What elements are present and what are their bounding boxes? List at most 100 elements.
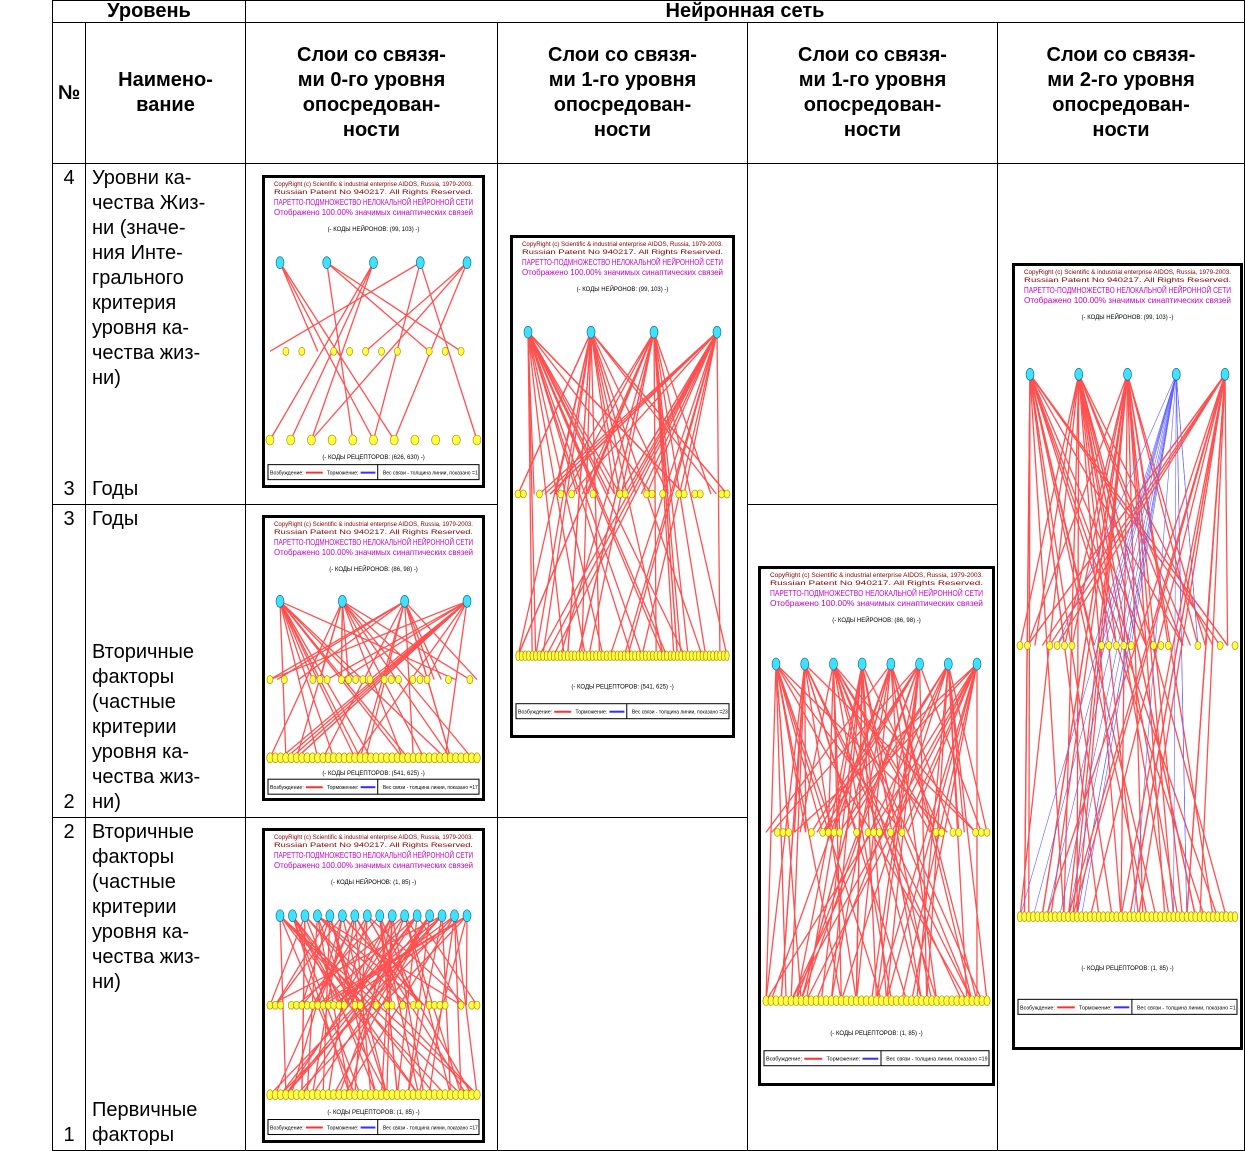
diagram-svg: CopyRight (c) Scientific & industrial en… [262,515,485,801]
receptor [557,489,565,499]
link [1056,374,1177,646]
patent: Russian Patent No 940217. All Rights Res… [770,581,984,587]
diagram-svg: CopyRight (c) Scientific & industrial en… [262,175,485,488]
link [683,332,718,495]
link [326,262,430,352]
link [1078,374,1214,646]
link [326,262,462,352]
link [404,601,414,758]
receptor [830,828,838,837]
name-top: Уровни ка- чества Жиз- ни (значе- ния Ин… [92,167,206,389]
header-column: Слои со связя- ми 2-го уровня опосредова… [997,22,1245,164]
receptor [277,1000,284,1010]
link [290,600,468,759]
link [1029,374,1095,646]
link [444,601,468,758]
link [624,331,718,495]
link [1026,373,1226,646]
neuron [437,909,447,923]
link [269,915,443,1006]
copyright: CopyRight (c) Scientific & industrial en… [1024,270,1231,276]
receptor [457,1000,465,1010]
link [1019,374,1177,917]
neuron [1220,368,1230,381]
link [279,262,319,352]
receptor [864,828,872,837]
neuron [1171,368,1181,381]
receptor [286,434,296,446]
diagram-subtitle: Отображено 100.00% значимых синаптически… [1024,296,1231,305]
legend-inhibition: Торможение: [327,785,359,791]
receptor [659,489,666,499]
number-top: 4 [63,167,75,189]
receptor [415,1000,422,1010]
receptor [983,828,991,837]
receptor [1194,641,1202,650]
neuron [857,657,867,671]
link [1101,374,1177,646]
link [1056,374,1226,646]
receptor [346,347,353,356]
link [296,915,406,1006]
receptor [1232,911,1238,922]
receptor [423,675,431,684]
link [326,600,468,681]
link [1078,374,1192,646]
legend-weight: Вес связи - толщина линии, показано =19 [886,1057,987,1063]
receptor [724,650,730,662]
link [310,262,468,441]
legend-excitation: Возбуждение: [270,471,304,477]
receptor [836,828,843,837]
link [298,600,406,681]
diagram: CopyRight (c) Scientific & industrial en… [510,235,735,738]
receptor [1105,641,1113,650]
neuron [800,657,810,671]
link [527,332,537,656]
receptor [327,434,337,446]
receptor [338,675,345,684]
link [804,663,963,1002]
neuron [586,325,596,339]
link [301,915,331,1006]
diagram-svg: CopyRight (c) Scientific & industrial en… [1012,263,1243,1050]
link [1078,374,1118,646]
link [590,331,717,495]
receptor [341,1000,348,1010]
name-bottom: Вторичные факторы (частные критерии уров… [92,641,201,813]
link [901,663,978,833]
receptor [280,675,288,684]
link [830,663,863,1001]
receptor [445,675,452,684]
link [1199,374,1226,917]
link [640,331,718,495]
link [1071,374,1129,646]
link [800,663,921,1001]
legend-excitation: Возбуждение: [518,710,552,716]
link [861,663,933,1001]
neuron [338,595,347,608]
neuron [412,909,422,923]
link [840,663,949,1001]
link [581,331,655,495]
link [947,663,988,833]
link [279,262,395,441]
link [1034,374,1080,646]
header-name: Наимено- вание [85,22,246,164]
link [280,915,418,1096]
receptor [380,675,388,684]
link [1224,374,1229,646]
neuron [369,256,378,269]
neuron [362,909,372,923]
receptor [898,828,906,837]
receptor [472,434,482,446]
neuron [400,595,409,608]
legend-excitation: Возбуждение: [270,785,304,791]
receptor [473,1089,481,1100]
link [839,663,949,833]
receptor [1016,641,1024,650]
legend-weight: Вес связи - толщина линии, показано =17 [383,785,478,791]
cell [497,817,748,1151]
neuron [462,595,472,608]
link [1049,373,1226,646]
